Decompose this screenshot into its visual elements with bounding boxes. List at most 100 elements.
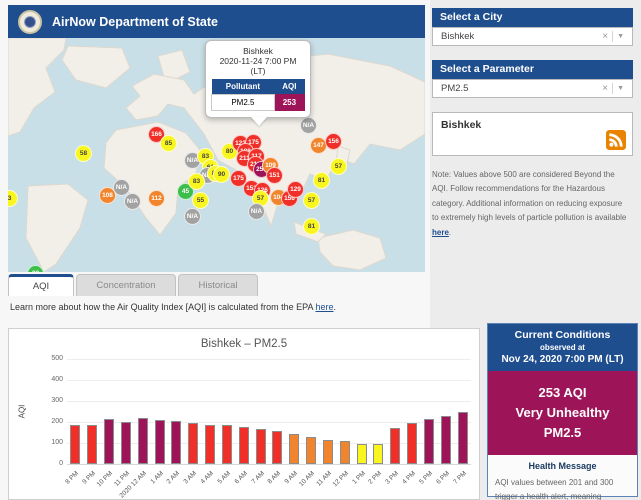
- chart-bar: [440, 416, 451, 464]
- city-chevron-down-icon[interactable]: ▼: [617, 33, 624, 40]
- chart-gridline: [67, 359, 471, 360]
- parameter-select[interactable]: PM2.5 × ▼: [432, 79, 633, 98]
- health-message-block: Health Message AQI values between 201 an…: [488, 455, 637, 500]
- map-marker[interactable]: 129: [287, 181, 304, 198]
- popup-pointer: [251, 117, 267, 126]
- popup-col-pollutant: Pollutant: [211, 79, 275, 95]
- tab-aqi[interactable]: AQI: [8, 274, 74, 296]
- map-marker[interactable]: N/A: [248, 203, 265, 220]
- popup-pollutant-value: PM2.5: [211, 94, 275, 111]
- note-here-link[interactable]: here: [432, 227, 449, 237]
- chart-title: Bishkek – PM2.5: [200, 338, 288, 350]
- aqi-note: Note: Values above 500 are considered Be…: [432, 168, 633, 240]
- tab-concentration[interactable]: Concentration: [76, 274, 176, 296]
- learn-more-line: Learn more about how the Air Quality Ind…: [10, 302, 336, 312]
- chart-gridline: [67, 401, 471, 402]
- map-marker[interactable]: 90: [213, 166, 230, 183]
- popup-aqi-value: 253: [273, 94, 306, 111]
- world-aqi-map[interactable]: 58166853108N/AN/A1124555N/AN/A8361N/A899…: [8, 38, 425, 272]
- note-text-end: .: [448, 227, 452, 237]
- chart-bar: [70, 425, 81, 464]
- chart-y-axis-label: AQI: [17, 404, 27, 419]
- app-header: AirNow Department of State: [8, 5, 425, 38]
- chart-bar: [289, 434, 300, 464]
- chart-bar: [322, 440, 333, 464]
- chart-bar: [104, 418, 115, 464]
- learn-more-here-link[interactable]: here: [315, 302, 334, 312]
- chart-bar: [390, 428, 401, 464]
- city-select[interactable]: Bishkek × ▼: [432, 27, 633, 46]
- current-conditions-panel: Current Conditions observed at Nov 24, 2…: [487, 323, 638, 500]
- chart-baseline: [67, 464, 471, 465]
- chart-y-tick: 100: [51, 439, 63, 446]
- popup-timezone: (LT): [250, 66, 266, 76]
- select-divider: [612, 31, 614, 42]
- chart-bar: [205, 424, 216, 464]
- tab-historical[interactable]: Historical: [178, 274, 258, 296]
- chart-y-tick: 200: [51, 418, 63, 425]
- map-marker[interactable]: 151: [266, 167, 283, 184]
- chart-bar: [407, 423, 418, 464]
- map-marker[interactable]: N/A: [300, 117, 317, 134]
- learn-more-text: Learn more about how the Air Quality Ind…: [10, 302, 316, 312]
- map-marker[interactable]: 108: [99, 187, 116, 204]
- conditions-aqi-value: 253 AQI: [538, 385, 587, 400]
- map-marker[interactable]: 83: [188, 173, 205, 190]
- conditions-header: Current Conditions observed at Nov 24, 2…: [488, 324, 637, 371]
- conditions-observed-at: observed at: [540, 343, 585, 352]
- chart-bar: [120, 421, 131, 464]
- health-message-text: AQI values between 201 and 300 trigger a…: [495, 478, 614, 500]
- city-select-value: Bishkek: [441, 31, 475, 42]
- tabs-strip: AQI Concentration Historical: [8, 274, 633, 296]
- note-text: Note: Values above 500 are considered Be…: [432, 170, 627, 223]
- parameter-clear-icon[interactable]: ×: [602, 83, 609, 94]
- chart-bar: [306, 437, 317, 464]
- chart-bar: [356, 444, 367, 464]
- health-message-title: Health Message: [528, 461, 597, 472]
- aqi-bar-chart: Bishkek – PM2.5 AQI 0 100 200 300 400 500 8 PM…: [8, 328, 480, 500]
- conditions-timestamp: Nov 24, 2020 7:00 PM (LT): [501, 354, 624, 365]
- popup-datetime: 2020-11-24 7:00 PM: [219, 56, 297, 66]
- conditions-title: Current Conditions: [514, 329, 611, 341]
- chart-bar: [87, 425, 98, 464]
- parameter-select-value: PM2.5: [441, 83, 469, 94]
- map-marker[interactable]: 55: [192, 192, 209, 209]
- chart-bar: [137, 417, 148, 464]
- chart-bar: [255, 429, 266, 464]
- conditions-aqi-block: 253 AQI Very Unhealthy PM2.5: [488, 371, 637, 456]
- chart-y-tick: 500: [51, 355, 63, 362]
- chart-gridline: [67, 443, 471, 444]
- map-marker[interactable]: 156: [325, 133, 342, 150]
- department-of-state-seal-icon: [18, 9, 42, 34]
- map-marker[interactable]: 57: [252, 190, 269, 207]
- map-marker[interactable]: 57: [303, 192, 320, 209]
- map-marker[interactable]: 85: [160, 135, 177, 152]
- learn-more-text-end: .: [333, 302, 337, 312]
- parameter-chevron-down-icon[interactable]: ▼: [617, 85, 624, 92]
- chart-bar: [272, 431, 283, 464]
- city-select-header: Select a City: [432, 8, 633, 27]
- map-marker[interactable]: 81: [313, 172, 330, 189]
- map-marker[interactable]: 175: [230, 170, 247, 187]
- map-marker[interactable]: 58: [75, 145, 92, 162]
- rss-icon[interactable]: [606, 130, 626, 150]
- conditions-aqi-category: Very Unhealthy: [515, 405, 610, 421]
- feed-box: Bishkek: [432, 112, 633, 156]
- sidebar: Select a City Bishkek × ▼ Select a Param…: [432, 8, 633, 240]
- popup-table: Pollutant AQI PM2.5 253: [211, 79, 306, 111]
- map-marker[interactable]: 81: [303, 218, 320, 235]
- map-marker[interactable]: 112: [148, 190, 165, 207]
- chart-bar: [238, 426, 249, 464]
- popup-col-aqi: AQI: [274, 79, 305, 95]
- chart-y-tick: 400: [51, 376, 63, 383]
- chart-y-tick: 300: [51, 397, 63, 404]
- map-marker[interactable]: N/A: [124, 193, 141, 210]
- map-marker[interactable]: N/A: [184, 208, 201, 225]
- chart-bar: [339, 440, 350, 464]
- chart-gridline: [67, 380, 471, 381]
- chart-bar: [154, 419, 165, 464]
- chart-bar: [373, 444, 384, 464]
- city-clear-icon[interactable]: ×: [602, 31, 609, 42]
- map-marker[interactable]: N/A: [113, 179, 130, 196]
- map-marker[interactable]: 57: [330, 158, 347, 175]
